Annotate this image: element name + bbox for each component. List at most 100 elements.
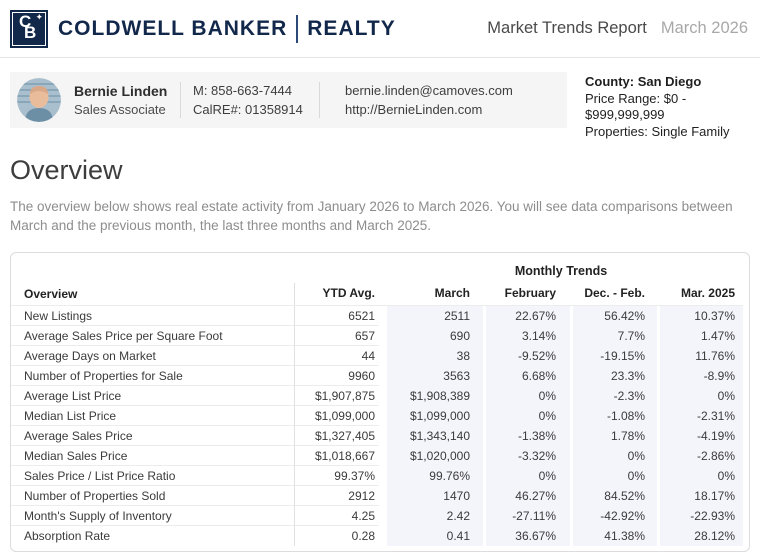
february-trend: 6.68% (483, 366, 570, 386)
row-label: Average List Price (11, 386, 295, 406)
mar-2025-trend: -22.93% (657, 506, 743, 526)
table-row: Median List Price $1,099,000 $1,099,000 0% -… (11, 405, 743, 426)
agent-mobile: M: 858-663-7444 (193, 83, 293, 98)
brand: C B ✦ COLDWELL BANKER REALTY (10, 9, 396, 48)
table-row: Median Sales Price $1,018,667 $1,020,000 -3… (11, 445, 743, 466)
ytd-avg-value: 6521 (348, 309, 375, 323)
february-trend: -9.52% (483, 346, 570, 366)
table-row: Average List Price $1,907,875 $1,908,389 0%… (11, 385, 743, 406)
mar-2025-trend: 0% (657, 466, 743, 486)
row-label: Number of Properties for Sale (11, 366, 295, 386)
march-value: $1,099,000 (379, 406, 483, 426)
mar-2025-trend: -4.19% (657, 426, 743, 446)
dec-feb-trend: -42.92% (570, 506, 657, 526)
dec-feb-trend: -2.3% (570, 386, 657, 406)
table-row: Sales Price / List Price Ratio 99.37% 99.7… (11, 465, 743, 486)
brand-name-secondary: REALTY (307, 16, 396, 40)
mar-2025-trend: 10.37% (657, 306, 743, 326)
dec-feb-trend: 41.38% (570, 526, 657, 546)
march-value: 0.41 (379, 526, 483, 546)
agent-name: Bernie Linden (74, 82, 168, 99)
logo-letter-b: B (24, 22, 37, 42)
agent-avatar (17, 78, 61, 122)
february-trend: 3.14% (483, 326, 570, 346)
row-label: Average Sales Price per Square Foot (11, 326, 295, 346)
row-label: Median Sales Price (11, 446, 295, 466)
row-label: Median List Price (11, 406, 295, 426)
row-label: New Listings (11, 306, 295, 326)
ytd-avg-value: 0.28 (351, 529, 375, 543)
agent-job-title: Sales Associate (74, 101, 166, 117)
mar-2025-trend: -2.86% (657, 446, 743, 466)
february-trend: -3.32% (483, 446, 570, 466)
row-label: Average Days on Market (11, 346, 295, 366)
criteria-county: County: San Diego (585, 74, 702, 89)
table-row: Number of Properties Sold 2912 1470 46.27% 8… (11, 485, 743, 506)
february-trend: 0% (483, 386, 570, 406)
dec-feb-trend: 7.7% (570, 326, 657, 346)
dec-feb-trend: 0% (570, 466, 657, 486)
table-row: Number of Properties for Sale 9960 3563 6.6… (11, 365, 743, 386)
ytd-avg-value: $1,327,405 (314, 429, 375, 443)
report-title: Market Trends Report (487, 19, 647, 37)
table-row: New Listings 6521 2511 22.67% 56.42% 10.37% (11, 305, 743, 326)
coldwell-banker-logo-icon: C B ✦ (10, 9, 48, 48)
ytd-avg-value: $1,907,875 (314, 389, 375, 403)
logo-letter-c: C (19, 11, 32, 31)
monthly-trends-table: Monthly Trends Overview YTD Avg. March F… (10, 252, 750, 552)
agent-website: http://BernieLinden.com (345, 102, 483, 117)
mar-2025-trend: 18.17% (657, 486, 743, 506)
february-trend: 36.67% (483, 526, 570, 546)
march-value: 2.42 (379, 506, 483, 526)
march-value: $1,343,140 (379, 426, 483, 446)
overview-description: The overview below shows real estate act… (10, 199, 733, 233)
monthly-trends-header: Monthly Trends (514, 264, 608, 278)
star-icon: ✦ (35, 11, 43, 22)
dec-feb-trend: 23.3% (570, 366, 657, 386)
dec-feb-trend: 1.78% (570, 426, 657, 446)
column-header-dec-feb: Dec. - Feb. (584, 286, 645, 300)
february-trend: 0% (483, 466, 570, 486)
dec-feb-trend: 56.42% (570, 306, 657, 326)
criteria-properties: Properties: Single Family (585, 123, 730, 139)
agent-license: CalRE#: 01358914 (193, 102, 303, 117)
february-trend: 46.27% (483, 486, 570, 506)
ytd-avg-value: 657 (354, 329, 375, 343)
table-row: Average Sales Price per Square Foot 657 69… (11, 325, 743, 346)
march-value: $1,908,389 (379, 386, 483, 406)
row-label: Average Sales Price (11, 426, 295, 446)
dec-feb-trend: -1.08% (570, 406, 657, 426)
march-value: 2511 (379, 306, 483, 326)
info-row: Bernie Linden Sales Associate M: 858-663… (10, 72, 750, 140)
march-value: 1470 (379, 486, 483, 506)
table-row: Absorption Rate 0.28 0.41 36.67% 41.38% 28.12… (11, 525, 743, 546)
february-trend: -1.38% (483, 426, 570, 446)
brand-wordmark: COLDWELL BANKER REALTY (58, 14, 396, 43)
top-header: C B ✦ COLDWELL BANKER REALTY Market Tren… (0, 0, 760, 58)
ytd-avg-value: 44 (361, 349, 375, 363)
march-value: $1,020,000 (379, 446, 483, 466)
brand-name-primary: COLDWELL BANKER (58, 16, 288, 40)
agent-identity: Bernie Linden Sales Associate (74, 82, 180, 119)
mar-2025-trend: -2.31% (657, 406, 743, 426)
ytd-avg-value: 4.25 (351, 509, 375, 523)
row-label: Absorption Rate (11, 526, 295, 546)
agent-contact: M: 858-663-7444 CalRE#: 01358914 (193, 81, 305, 119)
march-value: 38 (379, 346, 483, 366)
february-trend: 22.67% (483, 306, 570, 326)
agent-card-divider (319, 82, 320, 118)
row-label: Month's Supply of Inventory (11, 506, 295, 526)
table-body: New Listings 6521 2511 22.67% 56.42% 10.37% Av… (11, 305, 743, 546)
agent-card-divider (180, 82, 181, 118)
dec-feb-trend: 0% (570, 446, 657, 466)
table-row: Average Sales Price $1,327,405 $1,343,140-… (11, 425, 743, 446)
march-value: 99.76% (379, 466, 483, 486)
table-row: Month's Supply of Inventory 4.25 2.42 -27.1… (11, 505, 743, 526)
report-criteria: County: San Diego Price Range: $0 - $999… (567, 72, 750, 140)
february-trend: -27.11% (483, 506, 570, 526)
page-title: Overview (10, 155, 123, 185)
mar-2025-trend: 28.12% (657, 526, 743, 546)
report-period: March 2026 (660, 19, 748, 37)
dec-feb-trend: -19.15% (570, 346, 657, 366)
agent-web: bernie.linden@camoves.com http://BernieL… (345, 81, 513, 119)
